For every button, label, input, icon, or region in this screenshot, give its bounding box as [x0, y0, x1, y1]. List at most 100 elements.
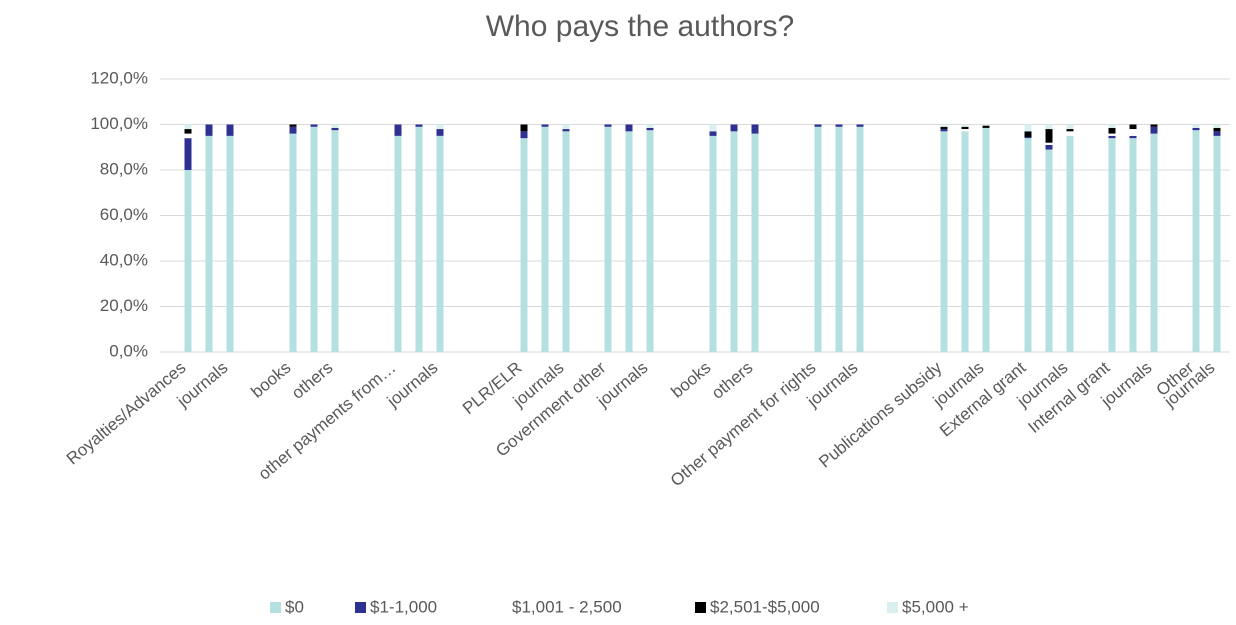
- bar-segment: [1066, 129, 1074, 132]
- bar-segment: [646, 127, 654, 131]
- bar-segment: [562, 124, 570, 130]
- bar-segment: [184, 129, 192, 134]
- bar-segment: [1045, 124, 1053, 130]
- bar-segment: [604, 126, 612, 353]
- bar-segment: [394, 124, 402, 136]
- bar-segment: [436, 129, 444, 136]
- legend-swatch: [355, 602, 366, 613]
- bar-segment: [982, 127, 990, 352]
- y-tick-label: 20,0%: [100, 296, 148, 315]
- bar-segment: [940, 131, 948, 352]
- bar-segment: [1066, 131, 1074, 136]
- bar-segment: [814, 126, 822, 353]
- bar-segment: [1024, 138, 1032, 352]
- bar-segment: [310, 126, 318, 353]
- bar-segment: [709, 131, 717, 136]
- bar-segment: [331, 130, 339, 352]
- bar-segment: [1192, 124, 1200, 128]
- x-tick-label: others: [708, 358, 756, 403]
- bar-segment: [625, 131, 633, 352]
- bar-segment: [1024, 137, 1032, 139]
- bar-segment: [415, 124, 423, 127]
- x-tick-label: others: [288, 358, 336, 403]
- bar-segment: [520, 138, 528, 352]
- bar-segment: [520, 124, 528, 132]
- bar-segment: [961, 126, 969, 130]
- bar-segment: [310, 124, 318, 127]
- legend-label: $1,001 - 2,500: [512, 597, 622, 616]
- legend-swatch: [497, 602, 508, 613]
- bar-segment: [415, 126, 423, 353]
- y-tick-label: 60,0%: [100, 205, 148, 224]
- y-tick-label: 0,0%: [109, 341, 148, 360]
- bar-segment: [562, 131, 570, 352]
- bar-segment: [1213, 135, 1221, 352]
- bar-segment: [646, 124, 654, 128]
- bar-segment: [1150, 124, 1158, 127]
- bar-segment: [1192, 130, 1200, 352]
- bar-segment: [961, 124, 969, 127]
- bar-segment: [940, 124, 948, 127]
- bar-segment: [184, 124, 192, 130]
- bar-segment: [394, 135, 402, 352]
- x-tick-label: books: [247, 358, 294, 402]
- bar-segment: [331, 127, 339, 131]
- bar-segment: [436, 135, 444, 352]
- bar-segment: [835, 126, 843, 353]
- bar-segment: [1213, 131, 1221, 136]
- bar-segment: [331, 124, 339, 128]
- bar-segment: [856, 126, 864, 353]
- bar-segment: [1045, 142, 1053, 145]
- bar-segment: [562, 129, 570, 132]
- bar-segment: [856, 124, 864, 127]
- bar-segment: [1150, 133, 1158, 352]
- y-tick-label: 100,0%: [90, 114, 148, 133]
- bar-segment: [1192, 127, 1200, 131]
- bar-segment: [184, 133, 192, 139]
- bar-segment: [289, 126, 297, 134]
- legend-swatch: [270, 602, 281, 613]
- x-tick-label: PLR/ELR: [459, 358, 526, 418]
- bar-segment: [709, 124, 717, 132]
- bar-segment: [520, 131, 528, 139]
- bar-segment: [184, 138, 192, 170]
- bar-segment: [1129, 135, 1137, 139]
- bar-segment: [1129, 138, 1137, 352]
- legend-label: $1-1,000: [370, 597, 437, 616]
- bar-segment: [751, 133, 759, 352]
- bar-segment: [1066, 135, 1074, 352]
- bar-segment: [1108, 124, 1116, 128]
- bar-segment: [1108, 135, 1116, 139]
- legend-swatch: [695, 602, 706, 613]
- y-tick-label: 40,0%: [100, 250, 148, 269]
- bar-segment: [1108, 138, 1116, 352]
- y-tick-label: 80,0%: [100, 159, 148, 178]
- x-tick-label: Royalties/Advances: [63, 358, 190, 469]
- bar-segment: [1024, 124, 1032, 132]
- bar-segment: [1045, 129, 1053, 143]
- bar-segment: [289, 133, 297, 352]
- bar-segment: [226, 135, 234, 352]
- bar-segment: [541, 124, 549, 127]
- bar-segment: [961, 131, 969, 352]
- bar-segment: [1045, 149, 1053, 352]
- bar-segment: [604, 124, 612, 127]
- chart-title: Who pays the authors?: [486, 10, 795, 43]
- legend-swatch: [887, 602, 898, 613]
- bar-segment: [625, 124, 633, 132]
- bar-segment: [436, 124, 444, 130]
- y-tick-label: 120,0%: [90, 68, 148, 87]
- bar-segment: [1213, 124, 1221, 128]
- bar-segment: [940, 126, 948, 130]
- bar-segment: [1150, 126, 1158, 134]
- bar-segment: [1108, 127, 1116, 134]
- bar-segment: [982, 125, 990, 128]
- bar-segment: [730, 124, 738, 132]
- bar-segment: [1024, 131, 1032, 138]
- bar-segment: [1108, 133, 1116, 136]
- bar-segment: [1129, 124, 1137, 130]
- bar-segment: [940, 129, 948, 132]
- bar-segment: [709, 135, 717, 352]
- bar-segment: [205, 135, 213, 352]
